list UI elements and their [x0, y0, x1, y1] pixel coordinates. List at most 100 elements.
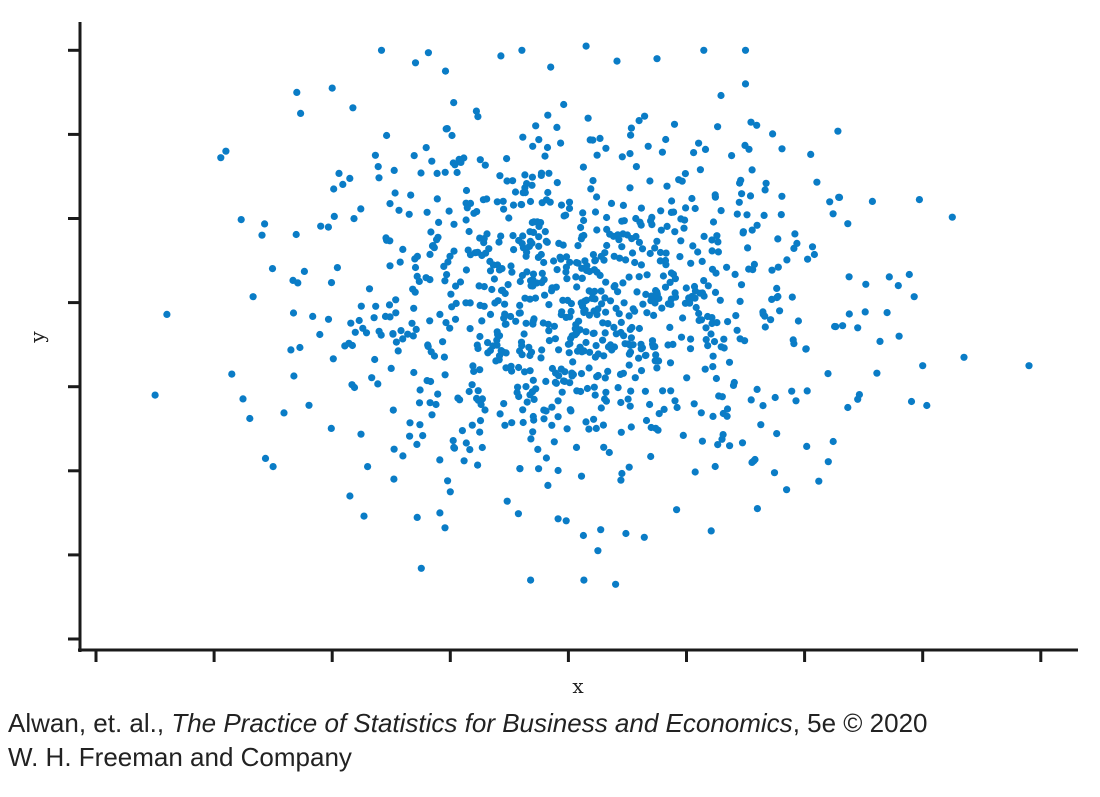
data-point-671 — [635, 354, 643, 362]
data-point-112 — [652, 351, 660, 359]
data-point-425 — [677, 237, 685, 245]
data-point-939 — [606, 297, 615, 305]
data-point-83 — [508, 268, 516, 276]
data-point-934 — [481, 161, 489, 169]
data-point-600 — [441, 524, 449, 532]
data-point-823 — [441, 371, 449, 379]
data-point-967 — [290, 372, 298, 380]
data-point-46 — [357, 302, 365, 310]
data-point-14 — [700, 46, 708, 54]
data-point-829 — [444, 258, 452, 266]
data-point-0 — [526, 367, 534, 375]
data-point-707 — [550, 257, 558, 265]
data-point-148 — [544, 481, 552, 489]
data-point-560 — [586, 136, 594, 144]
data-point-517 — [641, 387, 650, 395]
data-point-36 — [335, 169, 343, 177]
data-point-558 — [519, 133, 527, 141]
data-point-340 — [591, 208, 600, 216]
data-point-757 — [527, 576, 535, 584]
data-point-595 — [597, 287, 605, 295]
data-point-585 — [594, 305, 602, 313]
data-point-759 — [560, 212, 568, 220]
data-point-539 — [640, 533, 648, 541]
data-point-976 — [613, 57, 621, 65]
data-point-365 — [466, 325, 474, 333]
data-point-375 — [500, 400, 508, 408]
data-point-411 — [671, 397, 679, 405]
data-point-635 — [741, 337, 749, 345]
data-point-86 — [544, 111, 552, 119]
data-point-742 — [453, 168, 461, 177]
data-point-626 — [578, 232, 586, 240]
data-point-768 — [647, 297, 655, 305]
data-point-362 — [614, 384, 622, 392]
data-point-89 — [710, 338, 719, 346]
data-point-417 — [651, 244, 659, 252]
data-point-629 — [573, 387, 581, 395]
data-point-708 — [584, 114, 592, 122]
data-point-832 — [497, 232, 505, 240]
data-point-455 — [905, 270, 913, 279]
data-point-803 — [745, 265, 753, 273]
data-point-282 — [885, 273, 893, 281]
data-point-222 — [723, 263, 731, 271]
data-point-319 — [523, 180, 531, 188]
data-point-589 — [761, 186, 769, 194]
data-point-663 — [625, 312, 633, 320]
data-point-846 — [345, 339, 353, 347]
data-point-809 — [638, 344, 647, 352]
data-point-561 — [759, 308, 767, 316]
data-point-412 — [657, 207, 665, 215]
data-point-252 — [535, 233, 543, 241]
data-point-398 — [625, 273, 633, 281]
data-point-864 — [788, 293, 796, 301]
data-point-645 — [329, 355, 337, 363]
data-point-656 — [596, 134, 604, 142]
data-point-353 — [385, 301, 394, 309]
data-point-870 — [617, 476, 625, 484]
data-point-923 — [495, 356, 503, 364]
data-point-258 — [659, 387, 667, 395]
data-point-458 — [681, 170, 690, 178]
data-point-715 — [791, 230, 799, 238]
data-point-68 — [593, 193, 601, 201]
data-point-842 — [552, 369, 560, 377]
data-point-501 — [627, 131, 635, 139]
data-point-228 — [723, 412, 731, 420]
data-point-886 — [702, 324, 710, 332]
data-point-320 — [600, 352, 608, 360]
data-point-709 — [559, 241, 567, 249]
data-point-571 — [540, 258, 548, 267]
data-point-699 — [610, 252, 618, 260]
data-point-836 — [565, 198, 574, 206]
data-point-177 — [519, 406, 527, 414]
data-point-775 — [526, 228, 534, 236]
data-point-655 — [802, 345, 810, 353]
data-point-441 — [666, 323, 674, 331]
data-point-869 — [391, 189, 399, 197]
data-point-925 — [580, 576, 588, 584]
data-point-735 — [561, 377, 569, 385]
data-point-489 — [677, 215, 685, 223]
data-point-565 — [521, 368, 529, 376]
data-point-93 — [620, 217, 628, 225]
data-point-498 — [503, 177, 511, 185]
data-point-531 — [381, 312, 390, 320]
data-point-771 — [738, 439, 747, 447]
data-point-714 — [714, 248, 723, 256]
data-point-62 — [610, 323, 618, 331]
data-point-507 — [771, 393, 779, 402]
data-point-220 — [538, 269, 546, 277]
data-point-200 — [563, 275, 571, 283]
data-point-107 — [411, 255, 419, 263]
data-point-102 — [237, 216, 245, 224]
data-point-883 — [824, 458, 832, 466]
data-point-281 — [637, 261, 646, 269]
data-point-324 — [359, 324, 367, 332]
data-point-341 — [578, 274, 586, 282]
data-point-354 — [499, 197, 507, 205]
data-point-474 — [419, 432, 427, 440]
data-point-301 — [442, 319, 450, 327]
data-point-781 — [351, 328, 359, 336]
